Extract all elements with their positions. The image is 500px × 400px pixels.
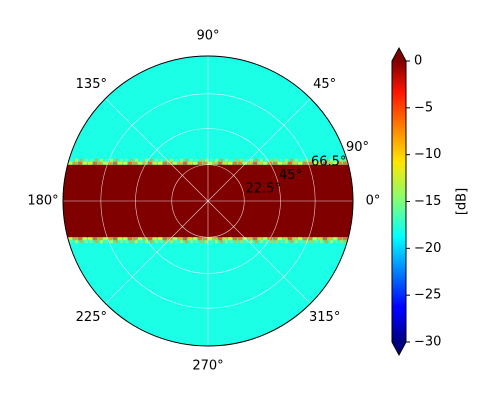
colorbar-tick-label-4: −20 — [414, 241, 441, 256]
radial-label-2: 66.5° — [311, 154, 346, 169]
azimuth-grid-line-7 — [207, 200, 311, 304]
colorbar-gradient — [392, 61, 406, 342]
azimuth-grid-line-5 — [105, 200, 209, 304]
azimuth-label-180: 180° — [27, 194, 58, 209]
colorbar-tick-label-6: −30 — [414, 335, 441, 350]
colorbar-tick-label-5: −25 — [414, 288, 441, 303]
radial-label-0: 22.5° — [245, 182, 280, 197]
colorbar-label: [dB] — [455, 188, 470, 215]
azimuth-grid-line-1 — [207, 98, 311, 202]
colorbar-extend-min — [392, 342, 406, 355]
radial-tick-labels: 22.5°45° 66.5°90° — [245, 140, 369, 197]
polar-grid — [62, 55, 354, 347]
colorbar-extend-max — [392, 48, 406, 61]
azimuth-grid-line-3 — [105, 98, 209, 202]
radial-label-1: 45° — [279, 168, 302, 183]
colorbar-tick-label-2: −10 — [414, 147, 441, 162]
colorbar-tick-label-1: −5 — [414, 100, 433, 115]
radial-label-3: 90° — [346, 140, 369, 155]
colorbar-tick-label-0: 0 — [414, 54, 422, 69]
colorbar-ticks: 0 −5 −10 −15 −20 −25 −30 — [406, 54, 441, 350]
polar-frame — [62, 55, 354, 347]
azimuth-label-315: 315° — [309, 310, 340, 325]
colorbar-tick-label-3: −15 — [414, 194, 441, 209]
azimuth-label-270: 270° — [192, 359, 223, 374]
azimuth-label-90: 90° — [196, 29, 219, 44]
azimuth-tick-labels: 0° 45° 90° 135° 180° 225° 270° 315° — [27, 29, 380, 374]
azimuth-label-45: 45° — [313, 77, 336, 92]
band-edge-speckle — [63, 158, 353, 244]
azimuth-label-135: 135° — [76, 77, 107, 92]
colorbar: 0 −5 −10 −15 −20 −25 −30 [dB] — [391, 46, 470, 357]
azimuth-label-0: 0° — [366, 194, 381, 209]
azimuth-label-225: 225° — [76, 310, 107, 325]
